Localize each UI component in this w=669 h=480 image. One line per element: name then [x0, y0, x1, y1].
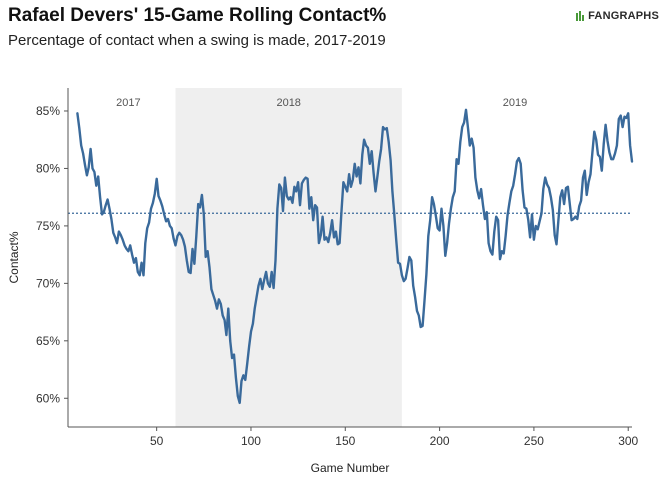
y-tick-label: 75%	[36, 219, 60, 233]
y-tick-label: 60%	[36, 391, 60, 405]
x-tick-label: 100	[241, 434, 261, 448]
y-tick-label: 65%	[36, 334, 60, 348]
contact-rate-series-line	[76, 108, 634, 405]
x-tick-label: 200	[430, 434, 450, 448]
season-label-2019: 2019	[503, 97, 527, 109]
y-tick-label: 85%	[36, 104, 60, 118]
x-tick-label: 250	[524, 434, 544, 448]
fangraphs-logo: FANGRAPHS	[576, 10, 659, 22]
chart-subtitle: Percentage of contact when a swing is ma…	[8, 32, 386, 49]
x-tick-label: 50	[150, 434, 164, 448]
fangraphs-logo-icon	[576, 11, 586, 21]
season-label-2018: 2018	[276, 97, 300, 109]
season-label-2017: 2017	[116, 97, 140, 109]
x-tick-label: 300	[618, 434, 638, 448]
x-tick-label: 150	[335, 434, 355, 448]
y-tick-label: 80%	[36, 161, 60, 175]
y-tick-label: 70%	[36, 276, 60, 290]
y-axis-title: Contact%	[7, 231, 21, 283]
x-axis-title: Game Number	[311, 461, 390, 475]
chart-title: Rafael Devers' 15-Game Rolling Contact%	[8, 5, 387, 26]
fangraphs-logo-text: FANGRAPHS	[588, 10, 659, 22]
